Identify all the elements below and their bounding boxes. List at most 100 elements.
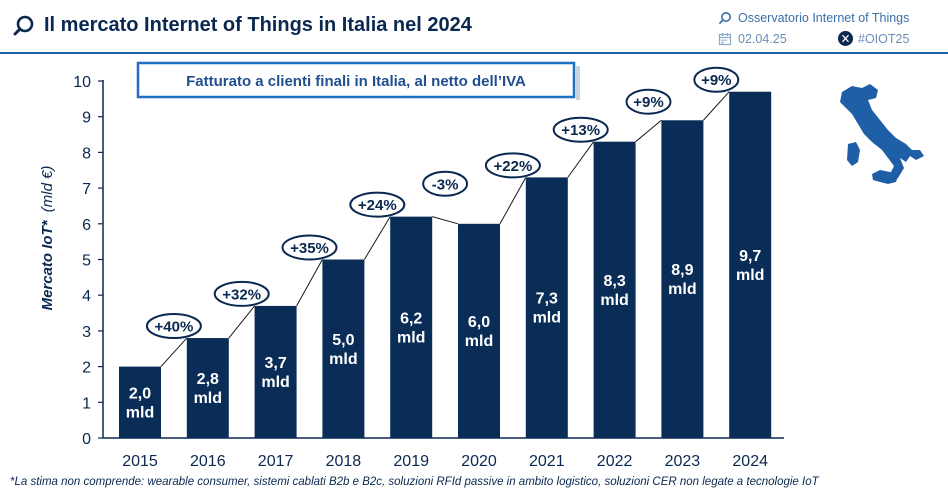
bar-unit-label: mld — [261, 374, 289, 391]
x-tick-label: 2022 — [597, 453, 633, 470]
footnote: *La stima non comprende: wearable consum… — [10, 476, 819, 488]
bar-value-label: 6,0 — [468, 314, 490, 331]
bar-value-label: 9,7 — [739, 248, 761, 265]
y-tick-label: 8 — [82, 145, 91, 162]
bar-unit-label: mld — [600, 292, 628, 309]
growth-badge — [484, 152, 541, 179]
growth-connector — [703, 91, 730, 121]
growth-badge — [552, 116, 609, 143]
org-name: Osservatorio Internet of Things — [738, 11, 910, 25]
bar-unit-label: mld — [194, 390, 222, 407]
search-icon — [719, 12, 731, 24]
bar-unit-label: mld — [465, 333, 493, 350]
bar — [254, 305, 297, 438]
bar — [390, 216, 433, 438]
bar-value-label: 3,7 — [264, 355, 286, 372]
y-axis-label: Mercato IoT* — [39, 219, 56, 310]
bar — [322, 259, 365, 438]
bar-unit-label: mld — [397, 329, 425, 346]
bar — [729, 91, 772, 439]
growth-badge — [213, 280, 270, 307]
x-tick-label: 2024 — [732, 453, 768, 470]
hashtag-label: #OIOT25 — [858, 32, 910, 46]
y-axis-label-group: Mercato IoT* (mld €) — [39, 166, 56, 311]
y-ticks: 0 1 2 3 4 5 6 7 8 9 10 — [73, 74, 103, 448]
y-tick-label: 5 — [82, 253, 91, 270]
growth-label: +24% — [358, 197, 397, 214]
bar — [119, 366, 161, 438]
growth-connector — [228, 305, 255, 339]
y-tick-label: 7 — [82, 181, 91, 198]
bar-unit-label: mld — [329, 351, 357, 368]
x-tick-label: 2016 — [190, 453, 226, 470]
header-divider — [0, 52, 948, 54]
y-tick-label: 1 — [82, 395, 91, 412]
bar-chart: Fatturato a clienti finali in Italia, al… — [39, 61, 924, 470]
growth-connector — [160, 337, 188, 367]
growth-connector — [499, 177, 527, 225]
bar-value-label: 6,2 — [400, 310, 422, 327]
bar — [593, 141, 636, 438]
growth-label: +9% — [633, 94, 663, 111]
growth-label: +9% — [701, 72, 731, 89]
calendar-icon — [718, 33, 732, 46]
y-tick-label: 2 — [82, 360, 91, 377]
bar — [186, 338, 229, 438]
bar-unit-label: mld — [736, 267, 764, 284]
x-tick-label: 2020 — [461, 453, 497, 470]
y-tick-label: 4 — [82, 288, 91, 305]
bar-unit-label: mld — [126, 404, 154, 421]
growth-connector — [296, 259, 323, 307]
bar-value-label: 5,0 — [332, 332, 354, 349]
bar — [661, 120, 704, 439]
bar-value-label: 2,8 — [197, 371, 219, 388]
growth-badge — [693, 66, 740, 93]
bar — [458, 223, 500, 438]
header: Il mercato Internet of Things in Italia … — [0, 0, 948, 50]
y-tick-label: 3 — [82, 324, 91, 341]
growth-badge — [422, 170, 469, 197]
growth-label: +32% — [222, 286, 261, 303]
growth-connector — [432, 216, 459, 225]
bar-unit-label: mld — [668, 281, 696, 298]
x-tick-label: 2017 — [258, 453, 294, 470]
growth-label: -3% — [432, 176, 459, 193]
page-title: Il mercato Internet of Things in Italia … — [44, 14, 472, 36]
x-tick-label: 2018 — [326, 453, 362, 470]
y-tick-label: 9 — [82, 110, 91, 127]
x-tick-label: 2021 — [529, 453, 565, 470]
growth-badge — [625, 88, 672, 115]
italy-map-icon — [840, 84, 924, 184]
bar — [525, 177, 568, 438]
chart-title-shadow — [576, 66, 580, 100]
search-icon — [13, 15, 34, 36]
y-axis-unit: (mld €) — [39, 166, 56, 213]
growth-badge — [145, 313, 202, 340]
date-label: 02.04.25 — [738, 32, 787, 46]
y-tick-label: 6 — [82, 217, 91, 234]
x-tick-label: 2023 — [665, 453, 701, 470]
bar-value-label: 2,0 — [129, 385, 151, 402]
bar-value-label: 8,3 — [603, 273, 625, 290]
x-tick-label: 2019 — [393, 453, 429, 470]
bar-value-label: 7,3 — [536, 291, 558, 308]
growth-badge — [349, 191, 406, 218]
growth-badges: +40% +32% +35% +24% -3% +22% +13% +9% +9% — [145, 66, 740, 340]
bar-value-label: 8,9 — [671, 262, 693, 279]
bar-unit-label: mld — [533, 310, 561, 327]
x-logo-icon — [838, 31, 853, 46]
chart-title: Fatturato a clienti finali in Italia, al… — [186, 73, 526, 90]
growth-label: +13% — [561, 122, 600, 139]
growth-label: +35% — [290, 240, 329, 257]
x-ticks: 2015 2016 2017 2018 2019 2020 2021 2022 2023 2024 — [122, 453, 768, 470]
growth-connector — [363, 216, 391, 260]
chart-title-box — [136, 61, 576, 99]
y-tick-label: 10 — [73, 74, 91, 91]
growth-connector — [635, 119, 662, 143]
growth-label: +22% — [494, 158, 533, 175]
growth-label: +40% — [155, 319, 194, 336]
growth-badge — [281, 234, 338, 261]
x-tick-label: 2015 — [122, 453, 158, 470]
y-tick-label: 0 — [82, 431, 91, 448]
growth-connectors — [160, 91, 730, 367]
